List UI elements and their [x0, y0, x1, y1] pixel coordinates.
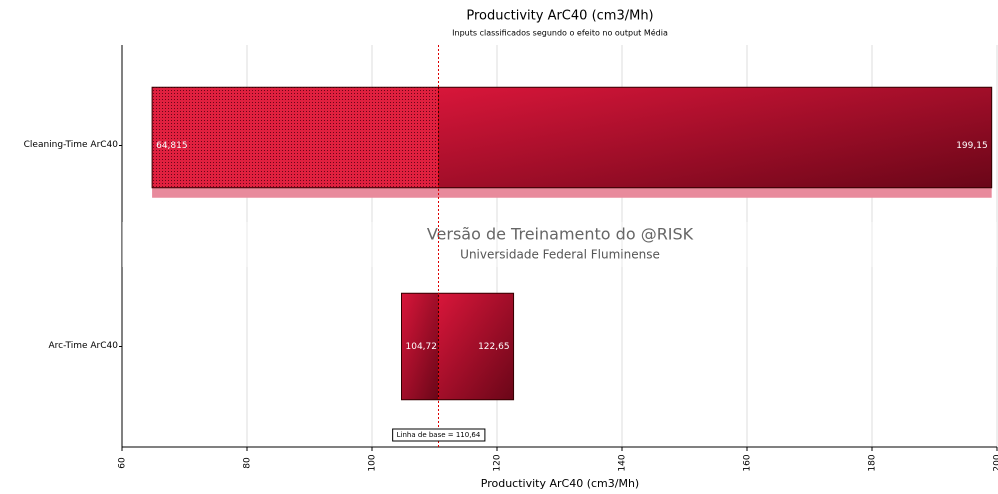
x-tick-label: 140 [618, 454, 628, 471]
x-tick-label: 120 [493, 454, 503, 471]
value-label: 64,815 [156, 141, 188, 151]
value-label: 104,72 [406, 342, 438, 352]
x-tick-label: 200 [993, 454, 998, 471]
y-tick-label: Cleaning-Time ArC40 [24, 140, 119, 150]
watermark: Versão de Treinamento do @RISK [427, 225, 694, 244]
y-tick-label: Arc-Time ArC40 [48, 341, 118, 351]
bar-high [438, 86, 993, 189]
bar-low [151, 86, 439, 189]
x-axis-label: Productivity ArC40 (cm3/Mh) [481, 477, 639, 490]
chart-subtitle: Inputs classificados segundo o efeito no… [452, 28, 668, 38]
value-label: 199,15 [956, 141, 988, 151]
bar-reflection [152, 187, 992, 198]
value-label: 122,65 [478, 342, 510, 352]
x-tick-label: 60 [118, 457, 128, 469]
x-tick-label: 160 [743, 454, 753, 471]
baseline-label: Linha de base = 110,64 [397, 431, 481, 439]
chart-title: Productivity ArC40 (cm3/Mh) [466, 9, 653, 24]
x-tick-label: 80 [243, 457, 253, 469]
x-tick-label: 180 [868, 454, 878, 471]
x-tick-label: 100 [368, 454, 378, 471]
bar-low [401, 292, 439, 401]
baseline-label-box [392, 428, 486, 442]
watermark-band [122, 222, 997, 267]
watermark: Universidade Federal Fluminense [460, 248, 660, 262]
